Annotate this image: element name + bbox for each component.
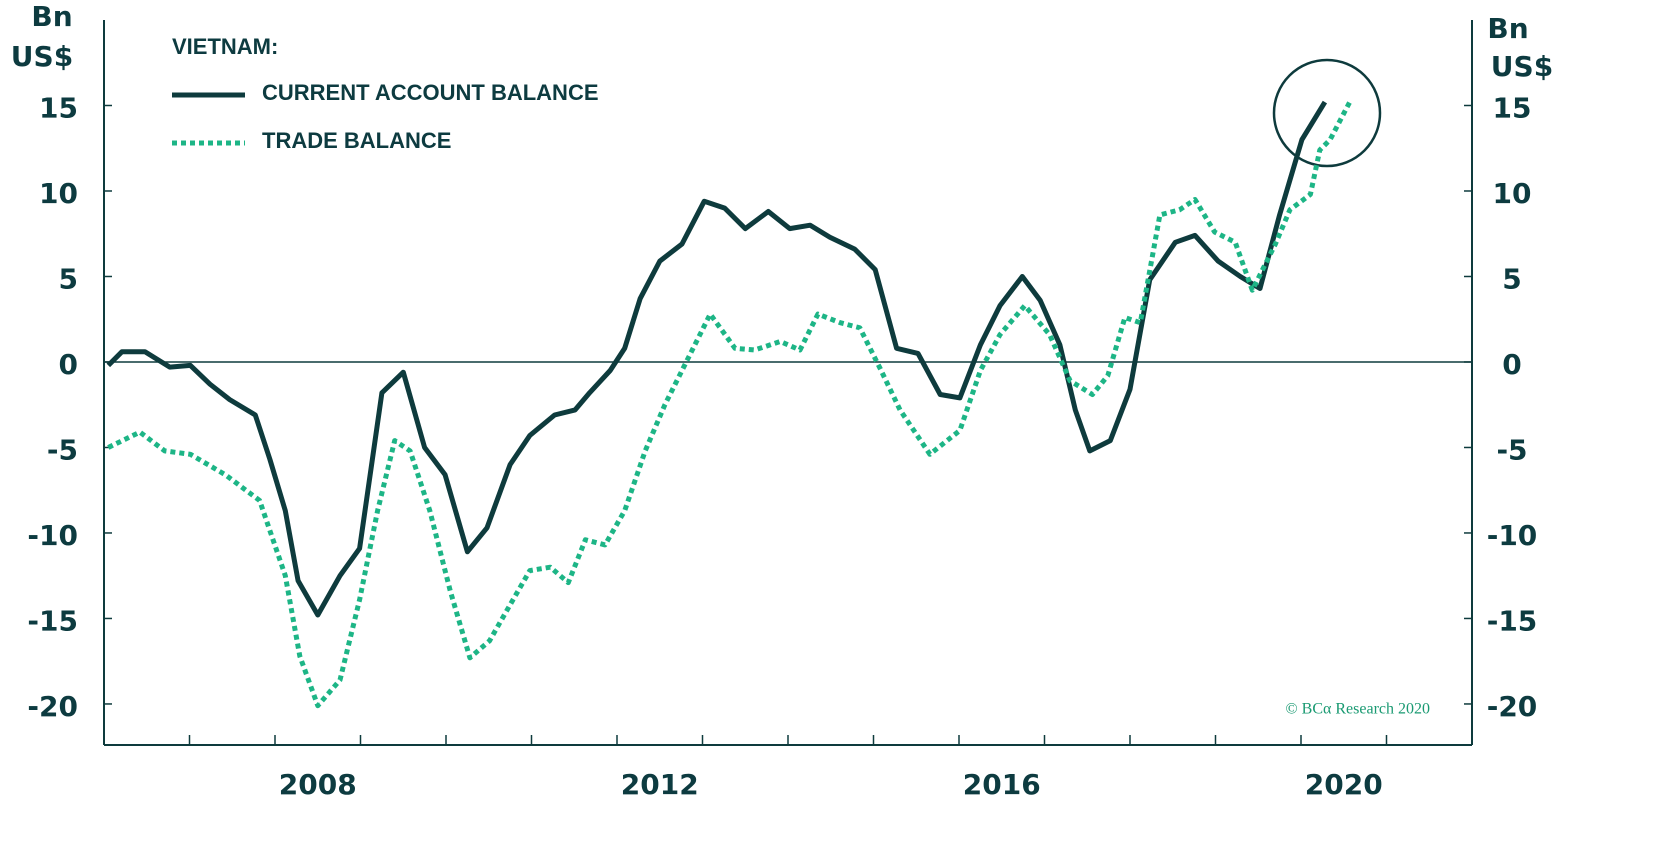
series-line [106,100,1328,618]
x-tick-label: 2016 [963,768,1041,801]
watermark: © BCα Research 2020 [1285,701,1430,718]
y-tick-label: 10 [39,177,78,210]
legend-label: CURRENT ACCOUNT BALANCE [262,80,599,105]
y2-tick-label: -15 [1487,604,1538,637]
y-tick-label: -20 [27,690,78,723]
y-tick-label: 0 [59,348,78,381]
y2-tick-label: 15 [1493,91,1532,124]
y-axis-label: US$ [11,40,73,73]
y-tick-label: 5 [59,262,78,295]
y-tick-label: -5 [47,433,78,466]
x-tick-label: 2020 [1305,768,1383,801]
x-tick-label: 2008 [279,768,357,801]
y2-tick-label: 0 [1502,348,1521,381]
highlight-circle [1272,58,1382,168]
series-line [107,100,1352,709]
y2-axis-label: US$ [1491,50,1553,83]
legend-label: TRADE BALANCE [262,128,451,153]
y-tick-label: -10 [27,519,78,552]
y2-tick-label: -5 [1496,433,1527,466]
y2-tick-label: 5 [1502,262,1521,295]
legend-title: VIETNAM: [172,34,278,59]
y2-tick-label: -20 [1487,690,1538,723]
y-tick-label: 15 [39,91,78,124]
y-tick-label: -15 [27,604,78,637]
y2-axis-label: Bn [1487,12,1528,45]
y2-tick-label: -10 [1487,519,1538,552]
y2-tick-label: 10 [1493,177,1532,210]
y-axis-label: Bn [31,0,72,33]
x-tick-label: 2012 [621,768,699,801]
